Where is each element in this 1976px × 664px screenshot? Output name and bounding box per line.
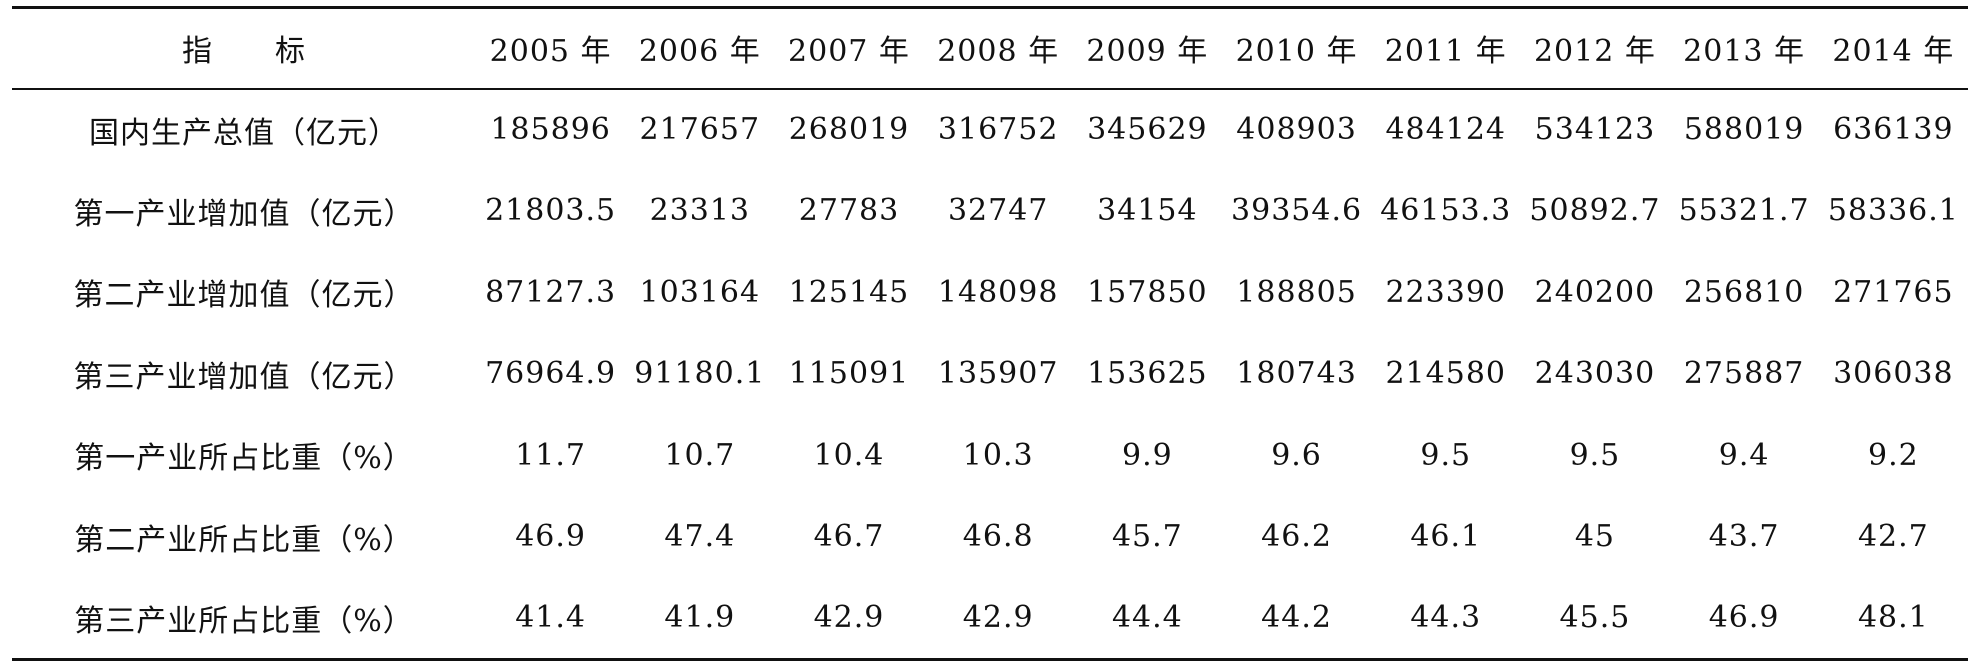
- column-header-year: 2013 年: [1683, 34, 1806, 70]
- table-row: 第一产业所占比重（%） 11.7 10.7 10.4 10.3 9.9 9.6 9.5 9.5 9…: [12, 415, 1968, 497]
- table-cell: 256810: [1683, 274, 1805, 310]
- table-cell: 9.5: [1569, 437, 1621, 473]
- table-row: 第二产业所占比重（%） 46.9 47.4 46.7 46.8 45.7 46.2 46.1 4…: [12, 496, 1968, 578]
- table-cell: 125145: [788, 274, 910, 310]
- table-cell: 9.4: [1718, 437, 1770, 473]
- table-cell: 217657: [639, 112, 761, 148]
- table-cell: 46.8: [962, 519, 1034, 555]
- table-cell: 10.3: [962, 437, 1034, 473]
- table-cell: 214580: [1385, 356, 1506, 392]
- column-header-year: 2010 年: [1235, 34, 1358, 70]
- table-row: 第三产业所占比重（%） 41.4 41.9 42.9 42.9 44.4 44.2 44.3 4…: [12, 578, 1968, 659]
- table-cell: 42.9: [813, 600, 885, 635]
- table-cell: 180743: [1236, 356, 1357, 392]
- table-cell: 45.5: [1559, 600, 1631, 635]
- table-cell: 32747: [947, 193, 1049, 229]
- table-cell: 10.7: [664, 437, 736, 473]
- column-header-year: 2011 年: [1384, 34, 1507, 70]
- table-cell: 135907: [937, 356, 1059, 392]
- row-label: 第三产业所占比重（%）: [74, 603, 414, 639]
- table-cell: 42.7: [1857, 519, 1929, 555]
- table-cell: 44.4: [1111, 600, 1183, 635]
- table-cell: 306038: [1833, 356, 1954, 392]
- table-cell: 157850: [1087, 274, 1208, 310]
- table-cell: 27783: [798, 193, 900, 229]
- table-cell: 43.7: [1708, 519, 1780, 555]
- table-cell: 408903: [1236, 112, 1357, 148]
- table-cell: 223390: [1385, 274, 1506, 310]
- table-cell: 41.9: [664, 600, 736, 635]
- column-header-indicator: 指 标: [182, 34, 306, 70]
- table-cell: 243030: [1534, 356, 1656, 392]
- table-cell: 87127.3: [485, 274, 617, 310]
- column-header-year: 2005 年: [489, 34, 612, 70]
- table-row: 国内生产总值（亿元） 185896 217657 268019 316752 345629…: [12, 89, 1968, 171]
- table-cell: 46.9: [515, 519, 586, 555]
- table-cell: 46.2: [1261, 519, 1332, 555]
- table-cell: 45: [1574, 519, 1616, 555]
- row-label: 国内生产总值（亿元）: [89, 115, 399, 151]
- table-cell: 271765: [1833, 274, 1954, 310]
- statistics-table: 指 标 2005 年 2006 年 2007 年 2008 年 2009 年 2010 年…: [12, 6, 1968, 661]
- table-cell: 91180.1: [634, 356, 766, 392]
- table-row: 第三产业增加值（亿元） 76964.9 91180.1 115091 135907 153…: [12, 333, 1968, 415]
- table-cell: 46.1: [1410, 519, 1482, 555]
- table-cell: 9.5: [1420, 437, 1472, 473]
- column-header-year: 2009 年: [1086, 34, 1209, 70]
- table-row: 第二产业增加值（亿元） 87127.3 103164 125145 148098 1578…: [12, 252, 1968, 334]
- table-cell: 58336.1: [1827, 193, 1959, 229]
- table-cell: 46153.3: [1380, 193, 1512, 229]
- row-label: 第一产业增加值（亿元）: [73, 196, 415, 232]
- table-cell: 46.7: [813, 519, 885, 555]
- table-cell: 9.9: [1122, 437, 1173, 473]
- table-cell: 42.9: [962, 600, 1034, 635]
- table-cell: 103164: [639, 274, 761, 310]
- row-label: 第二产业所占比重（%）: [74, 522, 414, 558]
- table-cell: 275887: [1683, 356, 1805, 392]
- table-cell: 21803.5: [485, 193, 617, 229]
- table-cell: 534123: [1534, 112, 1656, 148]
- row-label: 第三产业增加值（亿元）: [73, 359, 415, 395]
- table-cell: 50892.7: [1529, 193, 1661, 229]
- table-cell: 153625: [1087, 356, 1208, 392]
- table-cell: 11.7: [515, 437, 586, 473]
- row-label: 第一产业所占比重（%）: [74, 441, 414, 477]
- table-cell: 268019: [788, 112, 910, 148]
- table-cell: 9.2: [1867, 437, 1919, 473]
- column-header-year: 2006 年: [638, 34, 761, 70]
- table-cell: 115091: [788, 356, 910, 392]
- table-row: 第一产业增加值（亿元） 21803.5 23313 27783 32747 34154 39…: [12, 170, 1968, 252]
- table-cell: 44.3: [1410, 600, 1482, 635]
- table-cell: 41.4: [515, 600, 586, 635]
- column-header-year: 2007 年: [788, 34, 910, 70]
- table-body: 国内生产总值（亿元） 185896 217657 268019 316752 345629…: [12, 89, 1968, 659]
- table-cell: 588019: [1683, 112, 1805, 148]
- column-header-year: 2012 年: [1533, 34, 1656, 70]
- table-cell: 47.4: [664, 519, 736, 555]
- table-cell: 55321.7: [1678, 193, 1810, 229]
- table-cell: 76964.9: [485, 356, 617, 392]
- table-cell: 345629: [1087, 112, 1208, 148]
- table-cell: 636139: [1833, 112, 1954, 148]
- table-cell: 46.9: [1708, 600, 1780, 635]
- table-cell: 48.1: [1857, 600, 1929, 635]
- table-header-row: 指 标 2005 年 2006 年 2007 年 2008 年 2009 年 2010 年…: [12, 7, 1968, 89]
- table-cell: 188805: [1236, 274, 1357, 310]
- column-header-year: 2014 年: [1832, 34, 1955, 70]
- table-cell: 39354.6: [1231, 193, 1363, 229]
- table-cell: 23313: [649, 193, 751, 229]
- column-header-year: 2008 年: [937, 34, 1060, 70]
- table-cell: 9.6: [1271, 437, 1322, 473]
- table-cell: 316752: [937, 112, 1059, 148]
- table-cell: 10.4: [813, 437, 885, 473]
- table-cell: 148098: [937, 274, 1059, 310]
- table-cell: 484124: [1385, 112, 1506, 148]
- row-label: 第二产业增加值（亿元）: [73, 278, 415, 314]
- table-cell: 34154: [1097, 193, 1198, 229]
- table-cell: 240200: [1534, 274, 1656, 310]
- table-cell: 44.2: [1261, 600, 1332, 635]
- table-cell: 45.7: [1111, 519, 1183, 555]
- table-cell: 185896: [490, 112, 611, 148]
